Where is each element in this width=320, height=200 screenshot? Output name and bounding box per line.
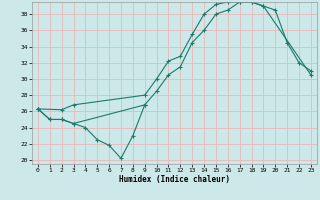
X-axis label: Humidex (Indice chaleur): Humidex (Indice chaleur) — [119, 175, 230, 184]
